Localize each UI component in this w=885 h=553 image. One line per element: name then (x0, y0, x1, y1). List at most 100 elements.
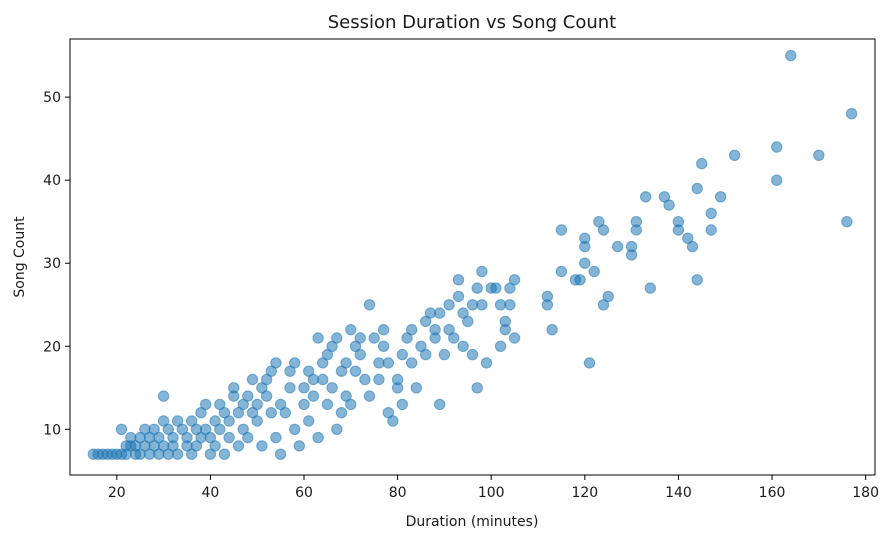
x-tick-label: 20 (108, 485, 126, 501)
scatter-point (298, 382, 310, 394)
scatter-point (429, 332, 441, 344)
scatter-point (265, 407, 277, 419)
scatter-point (452, 274, 465, 286)
scatter-point (373, 357, 385, 369)
scatter-point (691, 274, 703, 286)
scatter-point (541, 299, 554, 311)
scatter-point (335, 407, 348, 419)
scatter-point (279, 407, 291, 419)
scatter-point (471, 282, 483, 294)
x-tick-label: 40 (201, 485, 219, 501)
scatter-point (354, 348, 366, 361)
scatter-point (289, 423, 301, 435)
scatter-point (289, 357, 301, 369)
scatter-point (368, 332, 380, 344)
points-layer (87, 49, 858, 460)
scatter-point (466, 348, 479, 361)
scatter-point (115, 423, 128, 435)
x-tick-label: 80 (389, 485, 407, 501)
plot-frame (69, 38, 876, 476)
scatter-point (284, 382, 296, 394)
y-tick-label: 10 (43, 422, 61, 438)
chart-title: Session Duration vs Song Count (328, 12, 617, 33)
scatter-point (480, 357, 493, 369)
scatter-point (246, 373, 259, 386)
scatter-point (359, 373, 371, 386)
x-tick-label: 60 (295, 485, 313, 501)
scatter-point (705, 207, 717, 220)
scatter-point (696, 157, 708, 170)
scatter-point (274, 448, 287, 460)
scatter-point (448, 332, 460, 344)
scatter-point (377, 324, 390, 336)
scatter-point (443, 299, 455, 311)
scatter-point (494, 340, 507, 352)
scatter-point (214, 423, 226, 435)
scatter-point (251, 398, 263, 411)
y-axis-ticks: 10 20 30 40 50 (43, 90, 70, 438)
scatter-point (813, 149, 825, 162)
scatter-point (331, 332, 343, 344)
scatter-point (410, 382, 422, 394)
scatter-point (691, 182, 703, 195)
scatter-point (363, 299, 376, 311)
scatter-point (611, 240, 624, 253)
scatter-point (434, 398, 446, 411)
scatter-point (438, 348, 451, 361)
scatter-point (583, 357, 596, 369)
scatter-point (546, 324, 558, 336)
scatter-point (293, 440, 305, 452)
scatter-point (597, 224, 610, 236)
scatter-point (242, 390, 254, 402)
scatter-point (270, 357, 282, 369)
x-tick-label: 180 (852, 485, 879, 501)
scatter-point (387, 415, 399, 427)
scatter-point (588, 265, 600, 278)
scatter-point (434, 307, 446, 319)
x-tick-label: 160 (759, 485, 786, 501)
scatter-point (242, 431, 254, 444)
scatter-point (845, 108, 858, 120)
scatter-point (363, 390, 376, 402)
scatter-point (317, 373, 329, 386)
scatter-point (471, 382, 483, 394)
scatter-point (373, 373, 385, 386)
scatter-point (579, 257, 591, 269)
scatter-point (499, 324, 511, 336)
scatter-point (382, 357, 394, 369)
scatter-point (406, 357, 418, 369)
scatter-point (377, 340, 390, 352)
scatter-point (354, 332, 366, 344)
scatter-point (345, 398, 357, 411)
scatter-point (420, 348, 432, 361)
scatter-point (223, 431, 235, 444)
scatter-point (574, 274, 586, 286)
x-tick-label: 140 (665, 485, 692, 501)
scatter-point (181, 431, 193, 444)
scatter-point (270, 431, 282, 444)
scatter-point (321, 398, 334, 411)
scatter-point (771, 141, 783, 153)
scatter-point (728, 149, 741, 162)
y-tick-label: 50 (43, 90, 61, 106)
scatter-point (625, 249, 638, 261)
scatter-point (256, 440, 268, 452)
scatter-point (223, 415, 235, 427)
scatter-point (396, 348, 408, 361)
scatter-point (686, 240, 699, 253)
y-tick-label: 30 (43, 256, 61, 272)
scatter-point (504, 299, 516, 311)
scatter-point (714, 191, 727, 203)
x-axis-label: Duration (minutes) (406, 514, 539, 530)
scatter-point (476, 265, 488, 278)
scatter-point (251, 415, 263, 427)
scatter-point (602, 290, 614, 303)
scatter-point (555, 265, 568, 278)
scatter-point (326, 382, 338, 394)
y-tick-label: 40 (43, 173, 61, 189)
y-axis-label: Song Count (12, 216, 28, 298)
scatter-point (391, 382, 404, 394)
scatter-point (579, 232, 591, 245)
scatter-point (218, 448, 231, 460)
